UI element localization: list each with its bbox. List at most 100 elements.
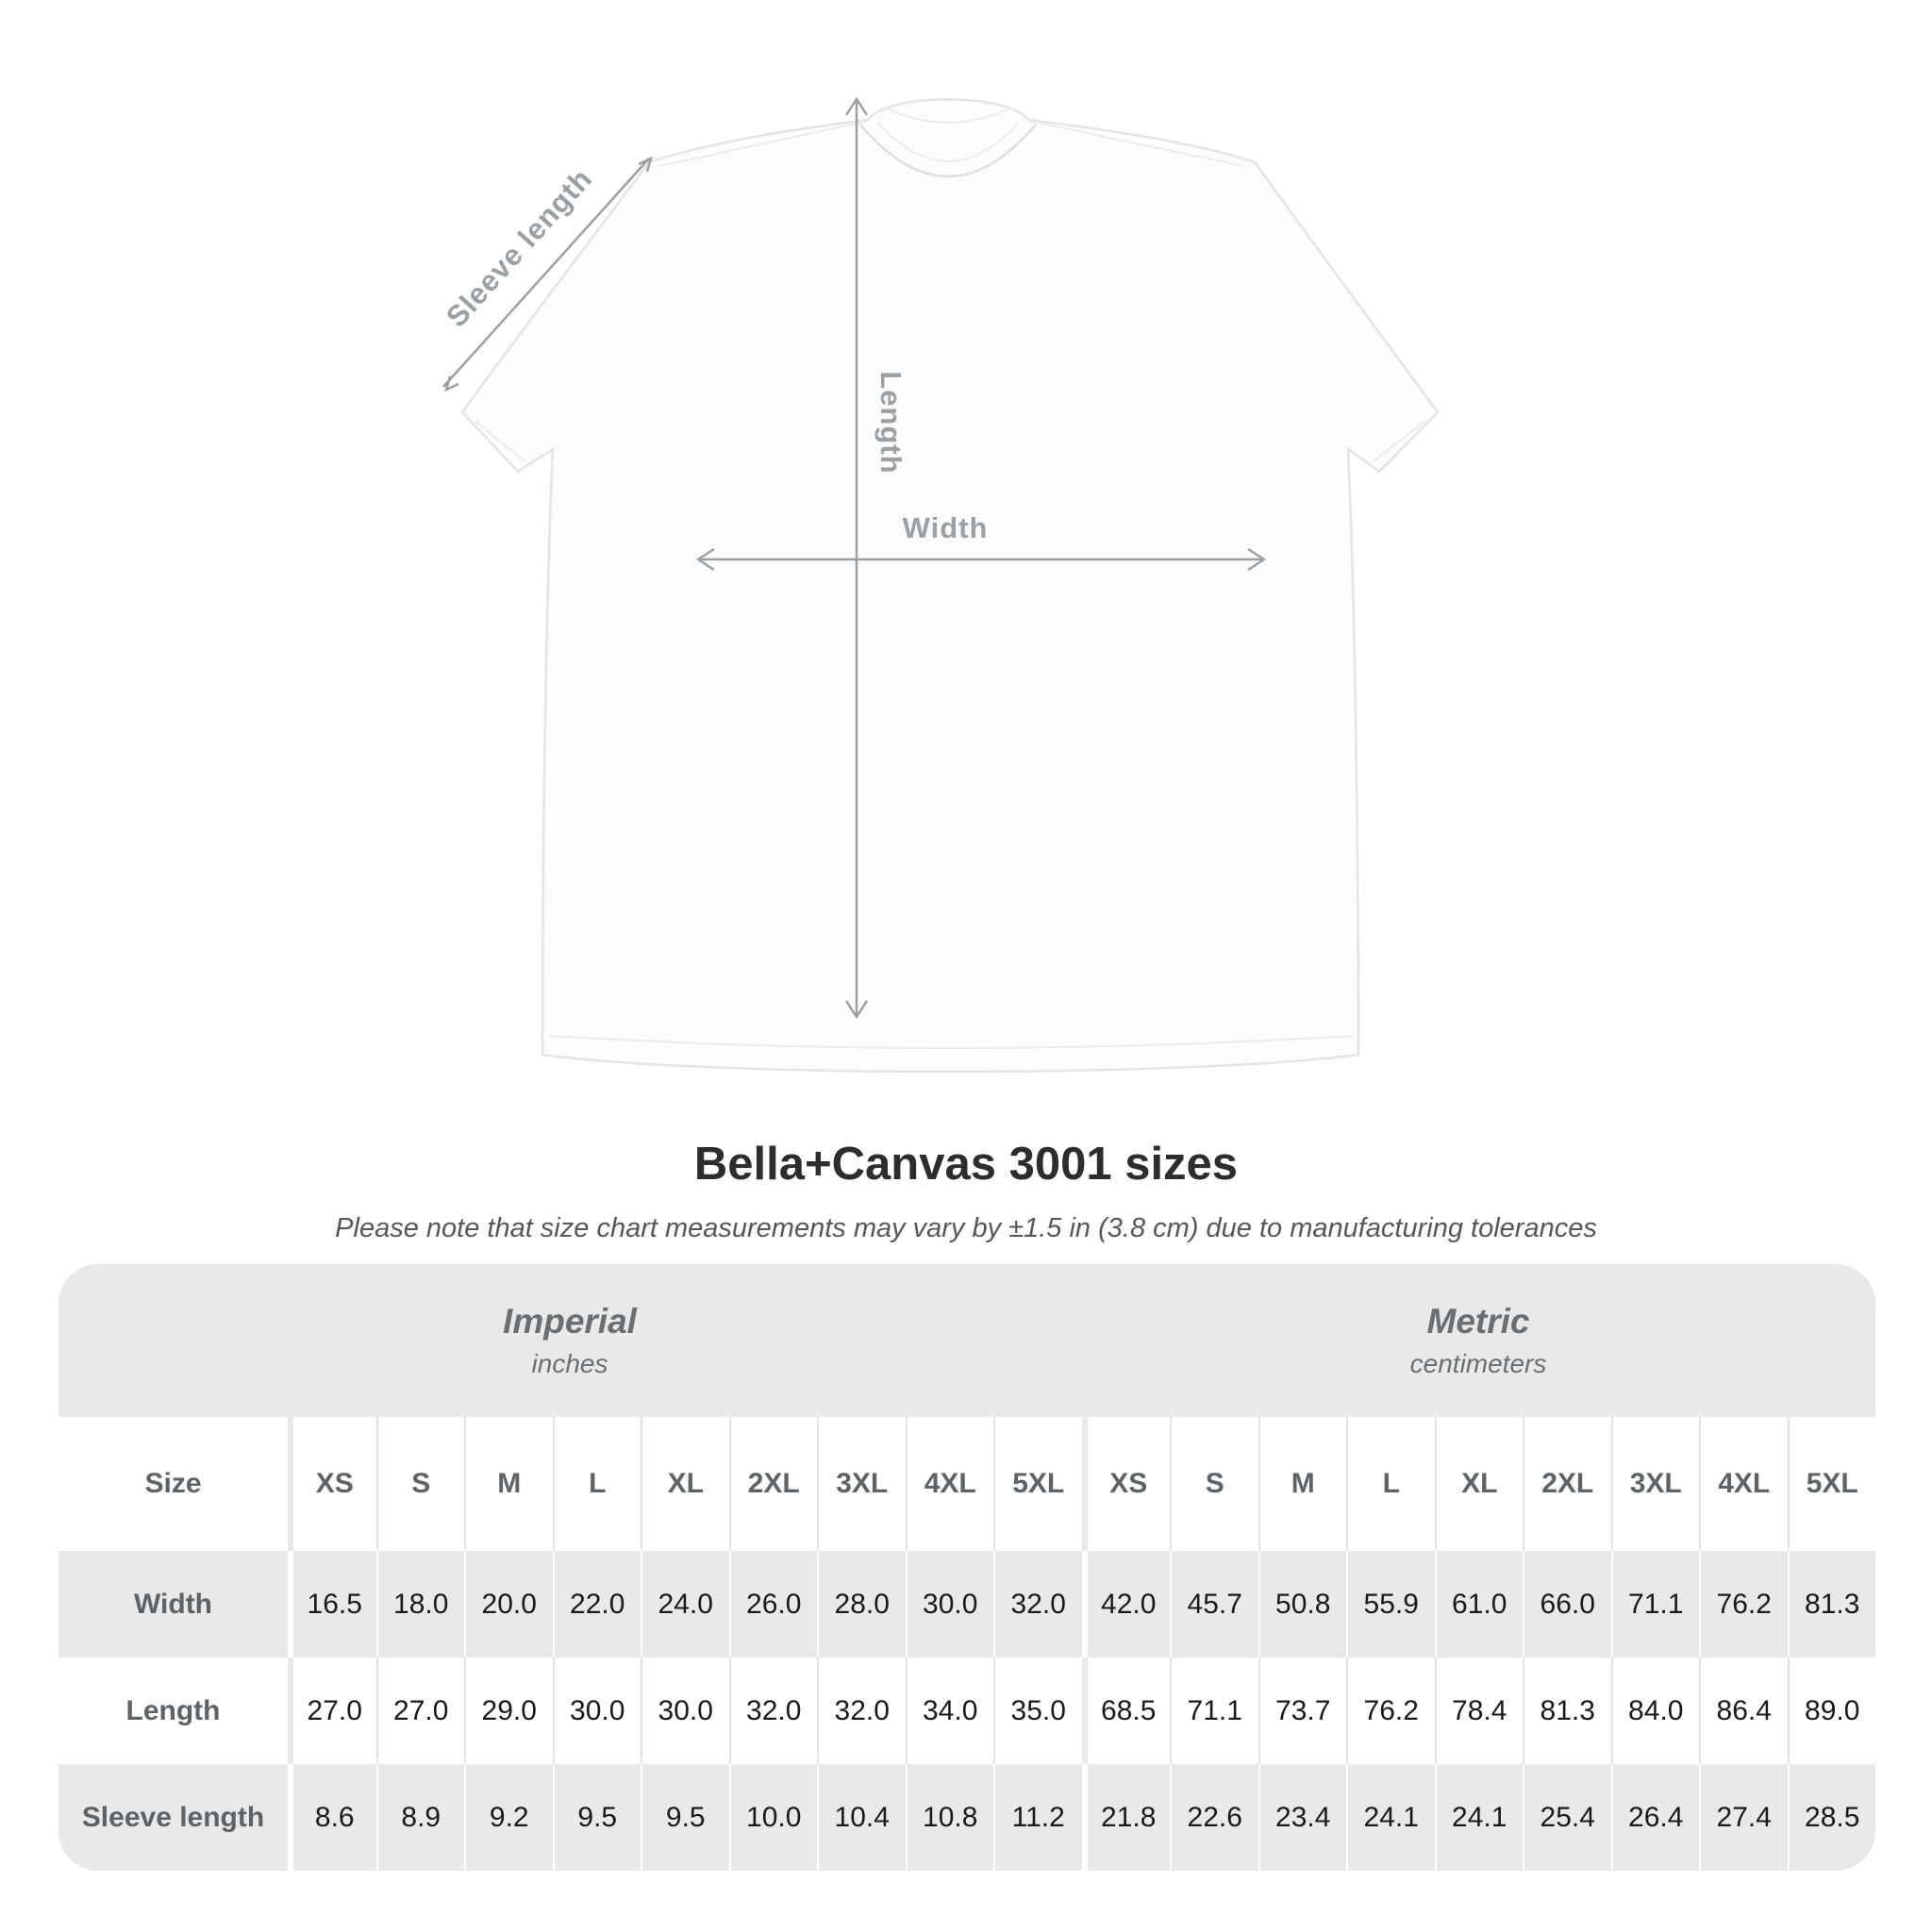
length-imperial-xl: 30.0 [641, 1657, 729, 1764]
col-header-imperial-4xl: 4XL [905, 1417, 994, 1551]
sleeve-imperial-s: 8.9 [375, 1764, 465, 1871]
table-row-length: Length 27.0 27.0 29.0 30.0 30.0 32.0 32.… [58, 1657, 1875, 1764]
width-metric-4xl: 76.2 [1699, 1551, 1788, 1657]
col-header-metric-xl: XL [1434, 1417, 1524, 1551]
col-header-metric-4xl: 4XL [1699, 1417, 1788, 1551]
length-imperial-2xl: 32.0 [728, 1657, 818, 1764]
col-header-imperial-xl: XL [641, 1417, 729, 1551]
sleeve-metric-xs: 21.8 [1081, 1764, 1171, 1871]
row-label-sleeve-length: Sleeve length [81, 1801, 265, 1833]
back-collar-seam [884, 107, 1012, 124]
width-imperial-s: 18.0 [375, 1551, 465, 1657]
col-header-metric-2xl: 2XL [1523, 1417, 1611, 1551]
col-header-imperial-l: L [552, 1417, 641, 1551]
col-header-metric-5xl: 5XL [1787, 1417, 1876, 1551]
row-label-length: Length [125, 1694, 221, 1726]
sleeve-imperial-4xl: 10.8 [905, 1764, 994, 1871]
length-metric-s: 71.1 [1170, 1657, 1258, 1764]
imperial-title: Imperial [503, 1302, 637, 1341]
col-header-imperial-s: S [375, 1417, 465, 1551]
col-header-metric-s: S [1170, 1417, 1258, 1551]
sleeve-metric-3xl: 26.4 [1610, 1764, 1700, 1871]
width-imperial-4xl: 30.0 [905, 1551, 994, 1657]
col-header-imperial-3xl: 3XL [817, 1417, 906, 1551]
imperial-section-header: Imperial inches [58, 1264, 1081, 1417]
metric-section-header: Metric centimeters [1081, 1264, 1875, 1417]
width-imperial-m: 20.0 [464, 1551, 553, 1657]
length-label: Length [874, 371, 908, 474]
width-imperial-l: 22.0 [552, 1551, 641, 1657]
length-metric-l: 76.2 [1346, 1657, 1435, 1764]
col-header-metric-3xl: 3XL [1610, 1417, 1700, 1551]
col-header-metric-l: L [1346, 1417, 1435, 1551]
collar-inner-seam [876, 122, 1020, 162]
col-header-size: Size [144, 1468, 202, 1499]
width-imperial-xl: 24.0 [641, 1551, 729, 1657]
unit-header-band: Imperial inches Metric centimeters [58, 1264, 1875, 1417]
col-header-imperial-5xl: 5XL [993, 1417, 1082, 1551]
width-imperial-5xl: 32.0 [993, 1551, 1082, 1657]
length-imperial-3xl: 32.0 [817, 1657, 906, 1764]
metric-title: Metric [1426, 1302, 1530, 1341]
tshirt-illustration [460, 98, 1440, 1074]
width-metric-s: 45.7 [1170, 1551, 1258, 1657]
hem-seam [548, 1035, 1354, 1049]
length-imperial-4xl: 34.0 [905, 1657, 994, 1764]
imperial-unit: inches [531, 1349, 608, 1378]
length-metric-xs: 68.5 [1081, 1657, 1171, 1764]
sleeve-imperial-m: 9.2 [464, 1764, 553, 1871]
length-metric-m: 73.7 [1257, 1657, 1347, 1764]
length-metric-2xl: 81.3 [1523, 1657, 1611, 1764]
sleeve-imperial-5xl: 11.2 [993, 1764, 1082, 1871]
width-imperial-xs: 16.5 [288, 1551, 376, 1657]
metric-unit: centimeters [1409, 1349, 1547, 1378]
length-metric-xl: 78.4 [1434, 1657, 1524, 1764]
length-metric-3xl: 84.0 [1610, 1657, 1700, 1764]
page-title: Bella+Canvas 3001 sizes [693, 1139, 1239, 1190]
sleeve-metric-xl: 24.1 [1434, 1764, 1524, 1871]
col-header-metric-m: M [1257, 1417, 1347, 1551]
tshirt-measurement-diagram: Length Width Sleeve length [440, 96, 1440, 1074]
width-metric-3xl: 71.1 [1610, 1551, 1700, 1657]
width-metric-xs: 42.0 [1081, 1551, 1171, 1657]
length-imperial-m: 29.0 [464, 1657, 553, 1764]
col-header-metric-xs: XS [1081, 1417, 1171, 1551]
page-subtitle: Please note that size chart measurements… [335, 1213, 1597, 1243]
left-cuff-seam [474, 420, 525, 462]
sleeve-imperial-2xl: 10.0 [728, 1764, 818, 1871]
width-arrow [695, 547, 1267, 572]
sleeve-imperial-3xl: 10.4 [817, 1764, 906, 1871]
sleeve-imperial-xs: 8.6 [288, 1764, 376, 1871]
sleeve-imperial-xl: 9.5 [641, 1764, 729, 1871]
col-header-imperial-2xl: 2XL [728, 1417, 818, 1551]
length-imperial-5xl: 35.0 [993, 1657, 1082, 1764]
sleeve-metric-l: 24.1 [1346, 1764, 1435, 1871]
sleeve-metric-m: 23.4 [1257, 1764, 1347, 1871]
length-imperial-s: 27.0 [375, 1657, 465, 1764]
table-row-sleeve-length: Sleeve length 8.6 8.9 9.2 9.5 9.5 10.0 1… [58, 1764, 1875, 1871]
sleeve-imperial-l: 9.5 [552, 1764, 641, 1871]
width-metric-xl: 61.0 [1434, 1551, 1524, 1657]
table-row-width: Width 16.5 18.0 20.0 22.0 24.0 26.0 28.0… [58, 1551, 1875, 1657]
left-shoulder-seam [659, 120, 869, 167]
length-arrow [844, 96, 869, 1020]
col-header-imperial-m: M [464, 1417, 553, 1551]
width-imperial-2xl: 26.0 [728, 1551, 818, 1657]
collar-seam [859, 124, 1037, 178]
sleeve-metric-4xl: 27.4 [1699, 1764, 1788, 1871]
width-metric-l: 55.9 [1346, 1551, 1435, 1657]
sleeve-metric-2xl: 25.4 [1523, 1764, 1611, 1871]
width-metric-2xl: 66.0 [1523, 1551, 1611, 1657]
width-metric-5xl: 81.3 [1787, 1551, 1876, 1657]
width-imperial-3xl: 28.0 [817, 1551, 906, 1657]
sleeve-length-arrow [442, 156, 653, 392]
col-header-imperial-xs: XS [288, 1417, 376, 1551]
length-imperial-xs: 27.0 [288, 1657, 376, 1764]
table-header-row: Size XS S M L XL 2XL 3XL 4XL 5XL XS S M … [58, 1417, 1875, 1551]
row-label-width: Width [133, 1588, 213, 1620]
length-metric-4xl: 86.4 [1699, 1657, 1788, 1764]
size-table: Imperial inches Metric centimeters Size … [58, 1264, 1875, 1871]
right-cuff-seam [1373, 420, 1426, 462]
sleeve-metric-s: 22.6 [1170, 1764, 1258, 1871]
